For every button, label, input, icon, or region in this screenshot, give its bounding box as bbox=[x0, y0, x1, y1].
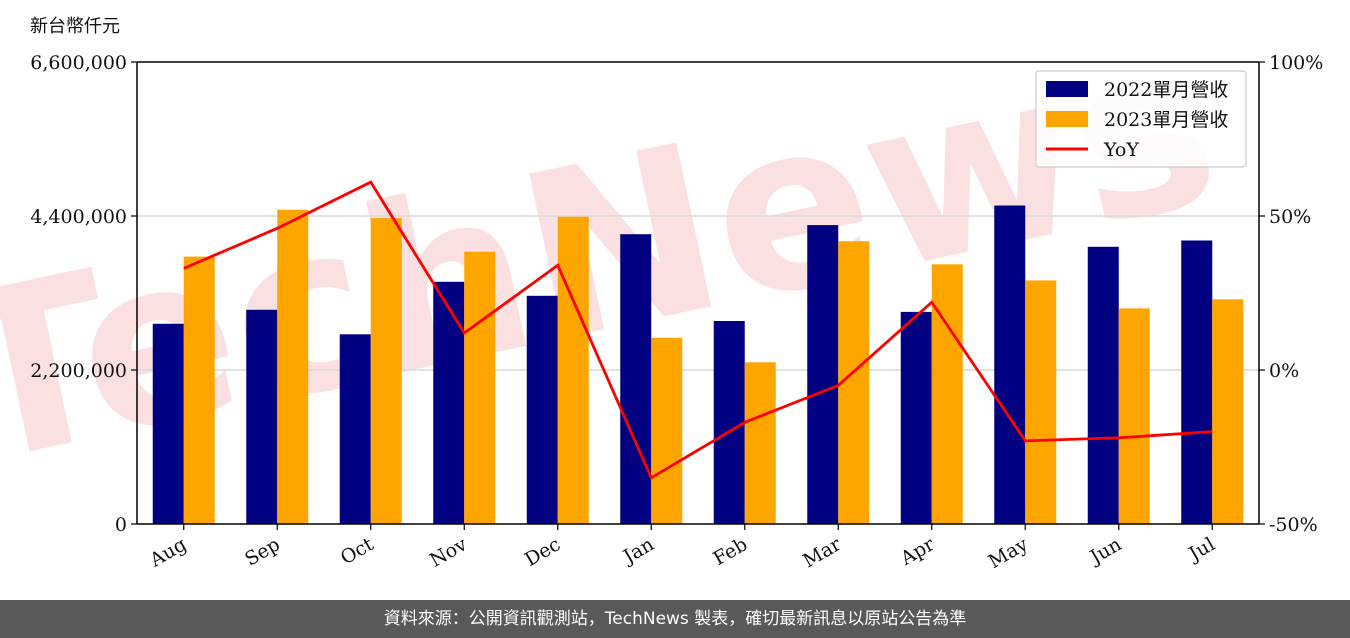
x-tick-label: Jan bbox=[618, 533, 658, 569]
bar-2023 bbox=[1025, 280, 1057, 524]
left-tick-label: 0 bbox=[115, 514, 127, 536]
bar-2022 bbox=[1181, 240, 1213, 524]
left-tick-label: 4,400,000 bbox=[30, 206, 127, 228]
left-tick-label: 2,200,000 bbox=[30, 360, 127, 382]
bar-2022 bbox=[620, 234, 652, 524]
x-tick-label: Aug bbox=[145, 533, 190, 572]
x-tick-label: Dec bbox=[521, 533, 564, 571]
bar-2022 bbox=[900, 311, 932, 524]
bar-2023 bbox=[1212, 299, 1244, 524]
legend-swatch bbox=[1046, 81, 1088, 97]
bar-2023 bbox=[464, 251, 496, 524]
legend-label: 2022單月營收 bbox=[1104, 79, 1228, 101]
unit-label: 新台幣仟元 bbox=[30, 16, 120, 37]
bar-2023 bbox=[557, 216, 589, 524]
right-tick-label: 0% bbox=[1269, 360, 1299, 382]
bar-2023 bbox=[1118, 308, 1150, 524]
x-tick-label: Nov bbox=[426, 533, 471, 572]
x-tick-label: Oct bbox=[337, 533, 378, 569]
x-tick-label: Jul bbox=[1184, 533, 1219, 566]
yoy-line bbox=[183, 180, 1213, 480]
right-tick-label: -50% bbox=[1269, 514, 1318, 536]
bar-2022 bbox=[994, 205, 1026, 524]
bar-2022 bbox=[1087, 246, 1119, 525]
bar-2022 bbox=[807, 225, 839, 524]
bar-2023 bbox=[183, 256, 215, 524]
right-tick-label: 50% bbox=[1269, 206, 1311, 228]
bar-2022 bbox=[152, 323, 184, 524]
bar-2022 bbox=[526, 295, 558, 524]
bar-2023 bbox=[744, 362, 776, 524]
bar-2022 bbox=[713, 321, 745, 524]
chart: TechNews 0 2,200,000 4,400,000 6,600,000 -50%… bbox=[0, 0, 1323, 573]
left-tick-label: 6,600,000 bbox=[30, 52, 127, 74]
bar-2022 bbox=[433, 281, 465, 524]
x-tick-label: Mar bbox=[799, 533, 845, 572]
x-tick-label: Jun bbox=[1085, 533, 1126, 569]
legend-box bbox=[1035, 70, 1247, 168]
x-tick-label: May bbox=[985, 533, 1032, 573]
bar-2023 bbox=[651, 337, 683, 524]
bar-2022 bbox=[246, 309, 278, 524]
bar-2023 bbox=[931, 264, 963, 524]
right-tick-label: 100% bbox=[1269, 52, 1323, 74]
legend-label: 2023單月營收 bbox=[1104, 109, 1228, 131]
x-tick-label: Feb bbox=[709, 533, 751, 570]
x-tick-label: Sep bbox=[241, 533, 284, 570]
legend-swatch bbox=[1046, 111, 1088, 127]
chart-svg: TechNews02,200,0004,400,0006,600,000-50%… bbox=[0, 0, 1323, 573]
bar-2023 bbox=[370, 218, 402, 524]
legend-label: YoY bbox=[1103, 139, 1139, 161]
bar-2023 bbox=[277, 209, 309, 524]
source-footer: 資料來源：公開資訊觀測站，TechNews 製表，確切最新訊息以原站公告為準 bbox=[0, 600, 1350, 638]
bar-2022 bbox=[339, 334, 371, 524]
x-tick-label: Apr bbox=[896, 533, 939, 570]
